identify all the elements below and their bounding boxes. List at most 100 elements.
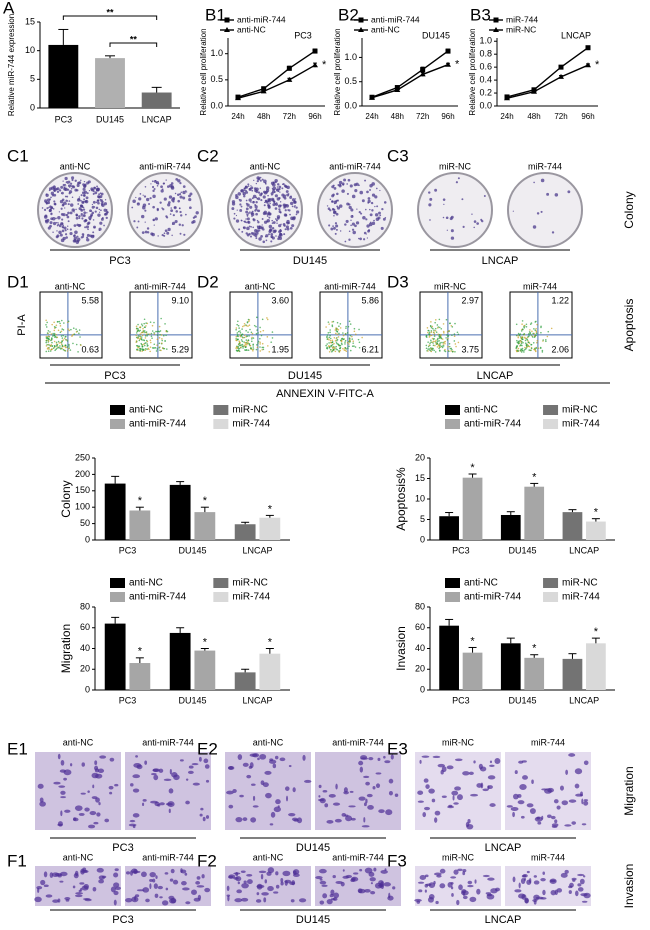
colony xyxy=(335,199,338,202)
cell xyxy=(110,886,116,893)
y-axis-label: Migration xyxy=(59,624,73,673)
cell xyxy=(98,879,104,884)
legend-label: miR-NC xyxy=(506,24,536,34)
event xyxy=(165,330,168,332)
event xyxy=(141,334,144,337)
legend-label: anti-miR-744 xyxy=(371,14,420,24)
cell-line-label: LNCAP xyxy=(482,255,519,267)
event xyxy=(242,347,244,349)
y-tick-label: 100 xyxy=(75,502,90,512)
cell xyxy=(577,873,585,877)
cell xyxy=(581,798,584,805)
cell xyxy=(263,897,267,903)
colony xyxy=(132,199,136,204)
event xyxy=(45,324,47,326)
cell xyxy=(513,793,519,800)
colony xyxy=(333,214,335,217)
colony xyxy=(250,186,254,190)
colony xyxy=(271,227,275,230)
colony xyxy=(333,210,337,214)
cell xyxy=(292,787,296,793)
colony xyxy=(366,190,369,194)
colony xyxy=(271,187,274,190)
event xyxy=(60,335,63,337)
cell-line-label: DU145 xyxy=(293,255,327,267)
panel-label: E1 xyxy=(7,739,28,758)
cell xyxy=(191,889,197,895)
colony xyxy=(101,216,104,219)
event xyxy=(251,348,254,351)
colony xyxy=(248,198,252,202)
cell xyxy=(580,893,588,897)
event xyxy=(152,347,154,349)
event xyxy=(248,343,251,345)
colony xyxy=(255,201,258,204)
colony xyxy=(176,193,180,197)
colony xyxy=(384,216,387,219)
y-tick-label: 0.5 xyxy=(210,74,223,84)
event xyxy=(57,329,60,332)
cell xyxy=(582,875,586,878)
cell xyxy=(564,824,572,827)
event xyxy=(149,321,152,323)
colony xyxy=(270,240,273,243)
event xyxy=(235,335,238,338)
cell xyxy=(45,894,53,898)
legend-label: anti-miR-744 xyxy=(129,419,187,430)
event xyxy=(143,344,146,347)
cell xyxy=(182,887,190,891)
event xyxy=(428,329,430,332)
cell xyxy=(74,805,83,812)
cell xyxy=(388,790,393,796)
colony xyxy=(277,190,280,193)
event xyxy=(352,340,355,343)
colony xyxy=(84,226,87,229)
colony xyxy=(98,208,101,211)
condition-label: anti-NC xyxy=(60,161,91,171)
event xyxy=(246,343,248,346)
colony xyxy=(369,189,372,191)
cell xyxy=(532,899,538,902)
colony xyxy=(92,219,95,221)
colony xyxy=(85,219,88,222)
event xyxy=(521,336,524,338)
cell xyxy=(34,896,42,903)
event xyxy=(545,340,547,343)
chart-title: PC3 xyxy=(294,30,312,40)
cell xyxy=(359,868,363,872)
event xyxy=(77,351,79,353)
event xyxy=(525,325,528,328)
event xyxy=(520,342,523,345)
event xyxy=(80,344,82,346)
y-axis-label: PI-A xyxy=(16,314,28,336)
y-tick-label: 20 xyxy=(80,664,90,674)
quadrant-value: 5.86 xyxy=(361,295,379,305)
event xyxy=(55,341,58,344)
event xyxy=(70,328,72,331)
condition-label: anti-NC xyxy=(55,281,86,291)
cell xyxy=(466,823,474,830)
colony xyxy=(76,237,81,242)
event xyxy=(143,339,146,342)
cell xyxy=(192,782,200,786)
cell xyxy=(370,882,373,885)
colony xyxy=(476,222,479,225)
y-tick-label: 1.0 xyxy=(479,36,492,46)
colony xyxy=(183,233,186,236)
colony xyxy=(264,201,266,204)
colony xyxy=(383,201,387,204)
event xyxy=(60,330,63,333)
x-tick-label: LNCAP xyxy=(569,695,599,705)
colony xyxy=(65,236,68,239)
event xyxy=(429,342,431,345)
event xyxy=(243,324,245,327)
colony xyxy=(153,179,157,183)
colony xyxy=(250,201,252,203)
colony xyxy=(344,223,347,226)
colony xyxy=(265,186,270,190)
cell xyxy=(252,795,256,801)
cell xyxy=(318,795,321,798)
event xyxy=(68,345,70,347)
event xyxy=(155,330,157,333)
colony xyxy=(281,187,284,190)
